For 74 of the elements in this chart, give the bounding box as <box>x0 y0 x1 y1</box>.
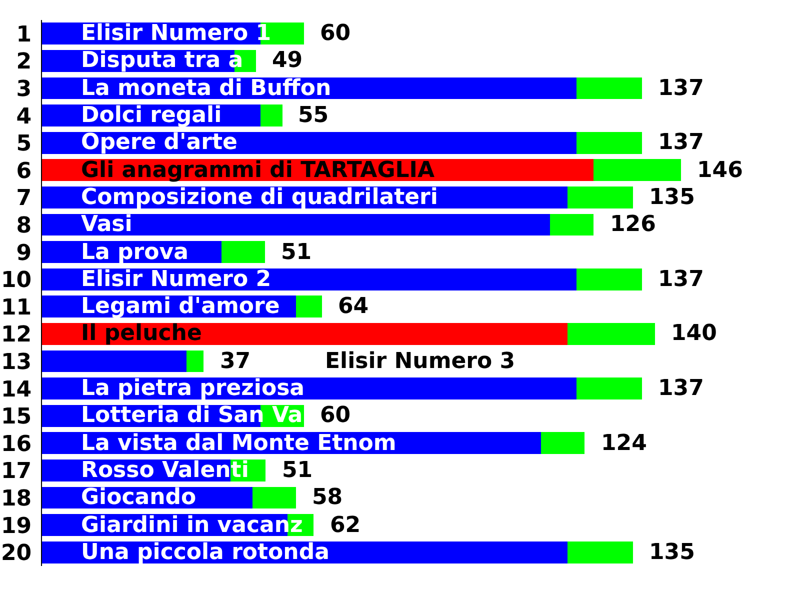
annotation: La prova <box>81 240 188 265</box>
annotation: 58 <box>312 485 343 510</box>
y-tick-label: 3 <box>16 76 32 102</box>
annotation: 124 <box>601 431 647 456</box>
y-tick-label: 1 <box>16 22 32 48</box>
annotation: La moneta di Buffon <box>81 76 332 101</box>
annotation: 51 <box>281 240 312 265</box>
bar <box>567 186 634 208</box>
bar <box>576 378 642 400</box>
annotation: 135 <box>649 540 695 565</box>
y-tick-label: 9 <box>16 240 32 266</box>
annotation: 49 <box>272 48 303 73</box>
y-tick-label: 13 <box>0 350 32 375</box>
y-tick-label: 20 <box>0 541 32 566</box>
annotation: Opere d'arte <box>81 130 238 155</box>
annotation: Elisir Numero 3 <box>325 349 516 374</box>
bar <box>42 323 568 345</box>
annotation: 60 <box>320 403 351 428</box>
annotation: Elisir Numero 2 <box>81 267 272 292</box>
annotation: Composizione di quadrilateri <box>81 185 438 210</box>
annotation: Dolci regali <box>81 103 222 128</box>
annotation: 55 <box>298 103 329 128</box>
annotation: Legami d'amore <box>81 294 280 319</box>
annotation: 62 <box>330 513 361 538</box>
annotation: La pietra preziosa <box>81 376 305 401</box>
bar <box>576 77 642 100</box>
annotation: 146 <box>697 158 743 183</box>
bar <box>42 132 576 154</box>
y-tick-label: 16 <box>0 432 32 457</box>
y-tick-label: 15 <box>0 404 32 430</box>
bar <box>567 541 634 564</box>
y-tick-label: 2 <box>16 50 32 75</box>
bar <box>550 214 594 236</box>
annotation: 135 <box>649 185 695 210</box>
annotation: Una piccola rotonda <box>81 540 330 565</box>
y-tick-label: 12 <box>0 322 32 348</box>
y-tick-label: 6 <box>16 158 32 184</box>
y-tick-label: 8 <box>16 213 32 238</box>
annotation: 140 <box>671 321 717 346</box>
annotation: 137 <box>658 76 704 101</box>
y-tick-label: 19 <box>0 514 32 539</box>
annotation: 137 <box>658 130 704 155</box>
y-tick-label: 11 <box>0 295 32 320</box>
bar <box>567 323 655 345</box>
y-tick-label: 7 <box>16 186 32 212</box>
bar <box>594 159 682 182</box>
bar <box>296 296 322 318</box>
y-tick-label: 5 <box>16 132 32 157</box>
annotation: 60 <box>320 21 351 46</box>
bar <box>260 104 282 126</box>
y-tick-label: 10 <box>0 268 32 294</box>
annotation: La vista dal Monte Etnom <box>81 431 396 456</box>
annotation: 137 <box>658 376 704 401</box>
bar <box>576 268 642 290</box>
y-tick-label: 4 <box>16 104 32 130</box>
bar <box>42 214 550 236</box>
bar <box>222 241 266 263</box>
annotation: Il peluche <box>81 321 202 346</box>
annotation: 51 <box>282 458 313 483</box>
annotation: 37 <box>220 349 251 374</box>
annotation: 137 <box>658 267 704 292</box>
bar <box>576 132 642 154</box>
y-tick-label: 17 <box>0 459 32 484</box>
bar <box>42 350 186 372</box>
annotation: Vasi <box>81 212 132 237</box>
y-tick-label: 18 <box>0 486 32 512</box>
bar <box>541 432 585 454</box>
bar <box>186 350 204 372</box>
annotation: Giocando <box>81 485 196 510</box>
annotation: 64 <box>338 294 369 319</box>
annotation: Gli anagrammi di TARTAGLIA <box>81 158 434 183</box>
y-tick-label: 14 <box>0 377 32 402</box>
annotation: 126 <box>610 212 656 237</box>
bar <box>252 486 296 509</box>
